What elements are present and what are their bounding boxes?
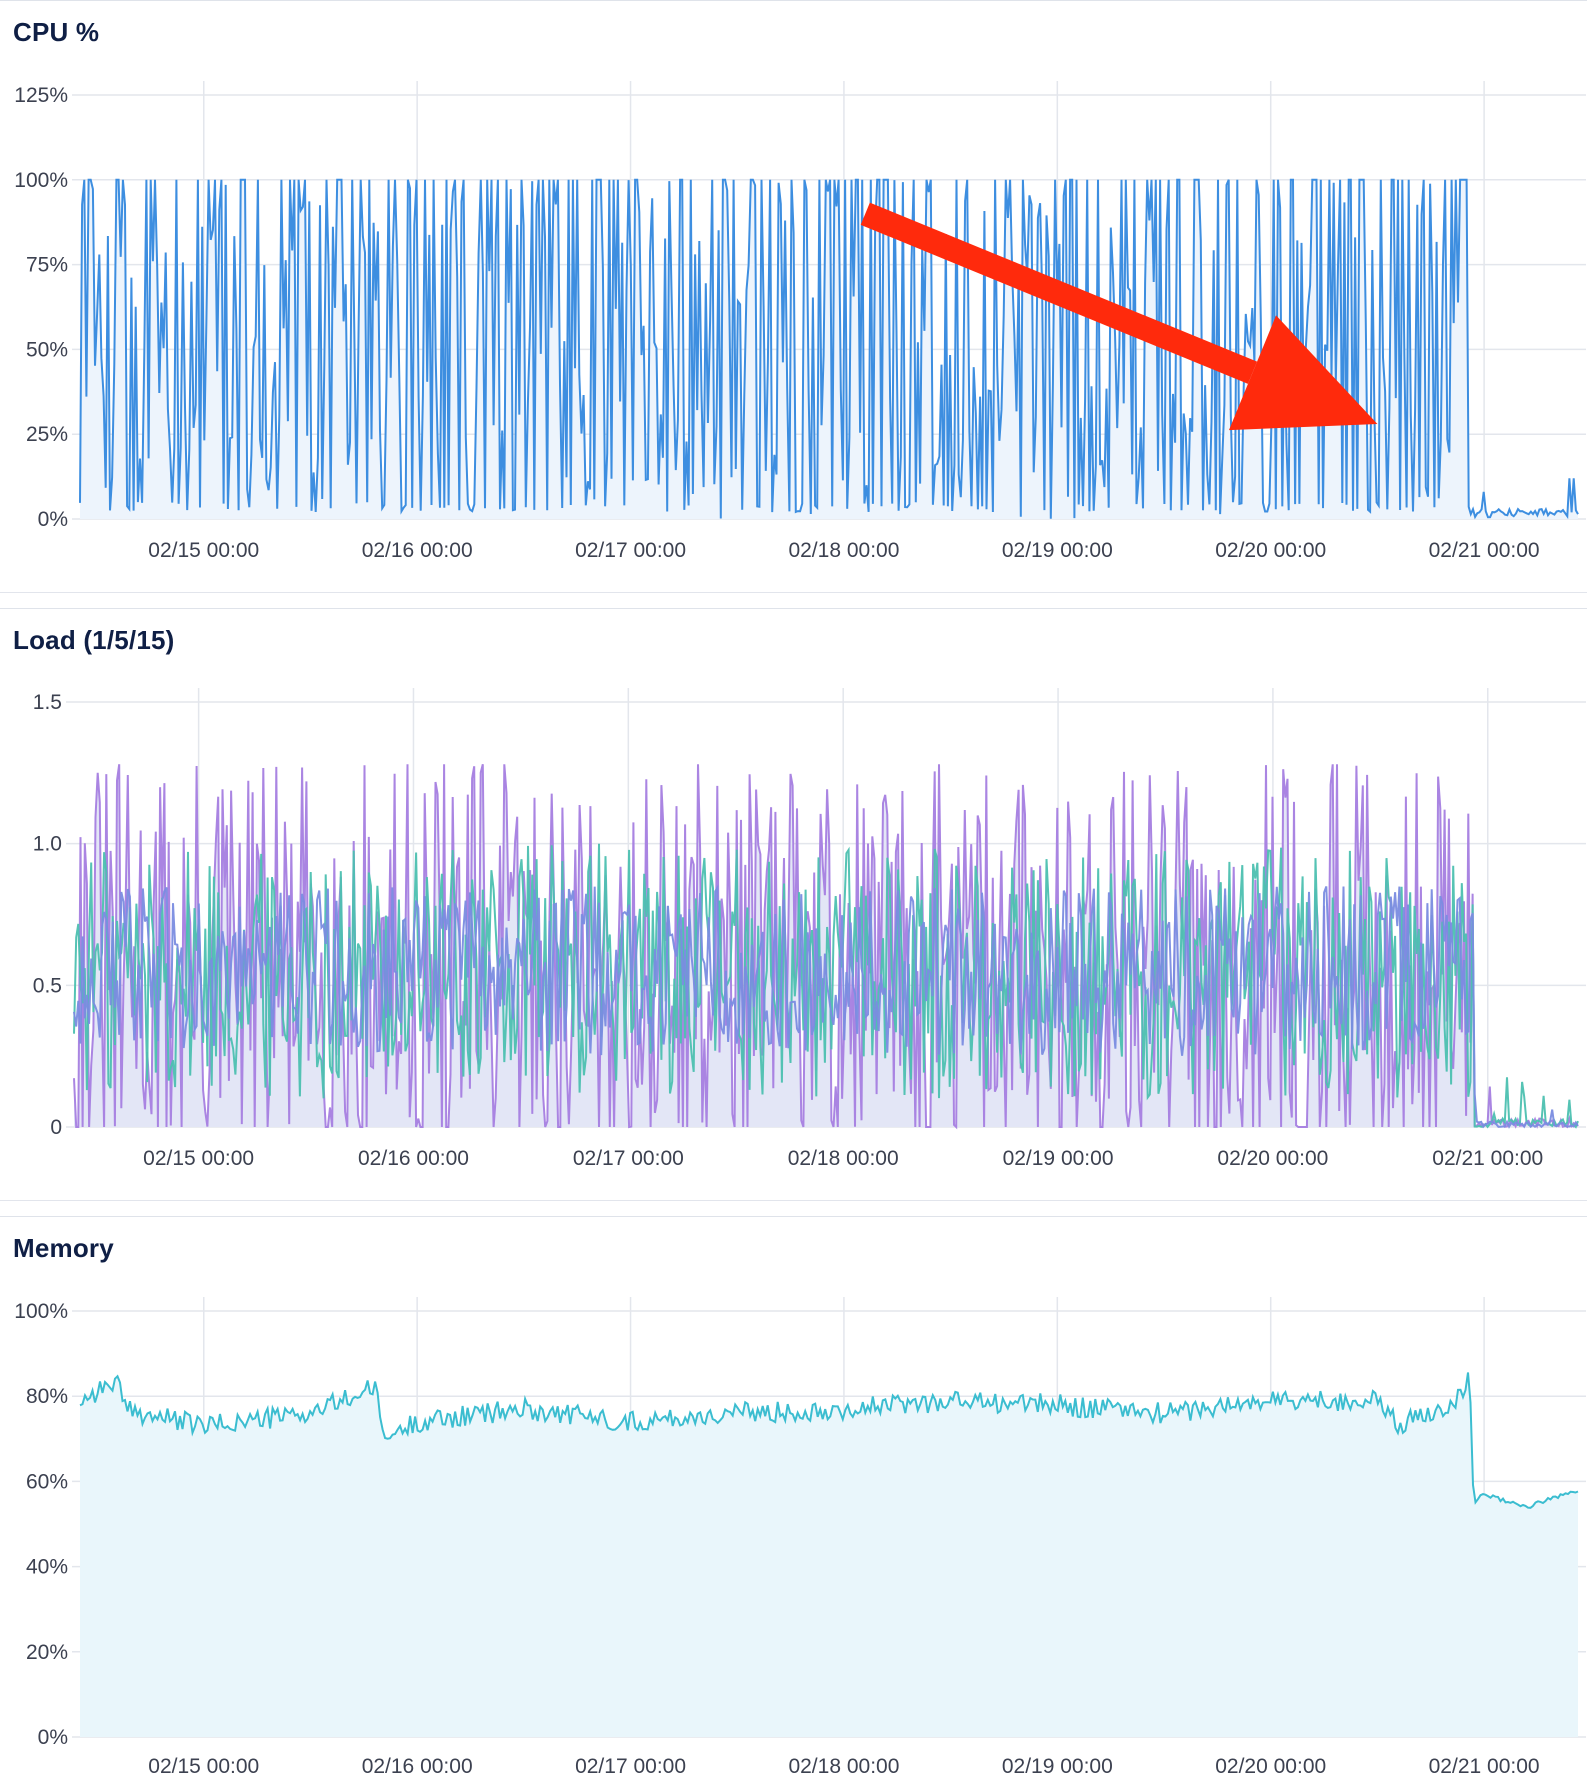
cpu-chart-title: CPU %	[13, 17, 100, 47]
y-tick-label: 0%	[38, 508, 68, 531]
y-tick-label: 60%	[26, 1470, 68, 1493]
load-chart-title: Load (1/5/15)	[13, 625, 175, 655]
arrow-head	[1228, 315, 1378, 431]
x-tick-label: 02/15 00:00	[148, 539, 259, 562]
x-tick-label: 02/16 00:00	[362, 1755, 473, 1778]
y-tick-label: 80%	[26, 1385, 68, 1408]
y-tick-label: 1.5	[33, 691, 62, 714]
y-tick-label: 0	[50, 1116, 62, 1139]
x-tick-label: 02/18 00:00	[788, 1147, 899, 1170]
load-panel: Load (1/5/15) 0 0.5 1.0 1.5 02/15 00:00 02/16…	[0, 608, 1587, 1199]
load-series-line	[73, 884, 1579, 1129]
y-tick-label: 25%	[26, 423, 68, 446]
x-tick-label: 02/16 00:00	[358, 1147, 469, 1170]
x-tick-label: 02/20 00:00	[1215, 1755, 1326, 1778]
x-tick-label: 02/19 00:00	[1002, 539, 1113, 562]
x-tick-label: 02/17 00:00	[575, 539, 686, 562]
arrow-shaft	[860, 202, 1258, 384]
memory-panel: Memory 0% 20% 40% 60% 80% 100% 02/15 00:00 02/1…	[0, 1216, 1587, 1787]
memory-area	[80, 1372, 1578, 1737]
cpu-area	[80, 179, 1578, 520]
x-tick-label: 02/17 00:00	[575, 1755, 686, 1778]
y-tick-label: 100%	[14, 169, 68, 192]
y-tick-label: 40%	[26, 1556, 68, 1579]
load-series-line	[73, 843, 1579, 1129]
y-tick-label: 0.5	[33, 974, 62, 997]
x-tick-label: 02/18 00:00	[788, 539, 899, 562]
x-tick-label: 02/16 00:00	[362, 539, 473, 562]
memory-chart: 0% 20% 40% 60% 80% 100% 02/15 00:00 02/16 00:00…	[14, 1297, 1586, 1778]
y-tick-label: 1.0	[33, 833, 62, 856]
x-tick-label: 02/21 00:00	[1429, 539, 1540, 562]
x-tick-label: 02/18 00:00	[788, 1755, 899, 1778]
y-tick-label: 0%	[38, 1726, 68, 1749]
memory-line	[79, 1372, 1579, 1509]
y-tick-label: 75%	[26, 254, 68, 277]
cpu-line	[79, 178, 1579, 520]
y-tick-label: 20%	[26, 1641, 68, 1664]
x-tick-label: 02/19 00:00	[1003, 1147, 1114, 1170]
y-tick-label: 100%	[14, 1300, 68, 1323]
load-chart: 0 0.5 1.0 1.5 02/15 00:00 02/16 00:00 02/17 00…	[33, 688, 1586, 1170]
x-tick-label: 02/15 00:00	[143, 1147, 254, 1170]
cpu-chart: 0% 25% 50% 75% 100% 125% 02/15 00:00 02/16 00:0…	[14, 81, 1586, 562]
y-tick-label: 125%	[14, 84, 68, 107]
x-tick-label: 02/20 00:00	[1217, 1147, 1328, 1170]
memory-chart-title: Memory	[13, 1233, 114, 1263]
divider	[0, 592, 1587, 593]
x-tick-label: 02/21 00:00	[1432, 1147, 1543, 1170]
x-tick-label: 02/19 00:00	[1002, 1755, 1113, 1778]
load-series-line	[73, 764, 1579, 1130]
x-tick-label: 02/15 00:00	[148, 1755, 259, 1778]
x-tick-label: 02/21 00:00	[1429, 1755, 1540, 1778]
y-tick-label: 50%	[26, 338, 68, 361]
cpu-panel: CPU % 0% 25% 50% 75% 100% 125% 02/15 00:00 02/1…	[0, 0, 1587, 591]
divider	[0, 1200, 1587, 1201]
x-tick-label: 02/20 00:00	[1215, 539, 1326, 562]
x-tick-label: 02/17 00:00	[573, 1147, 684, 1170]
